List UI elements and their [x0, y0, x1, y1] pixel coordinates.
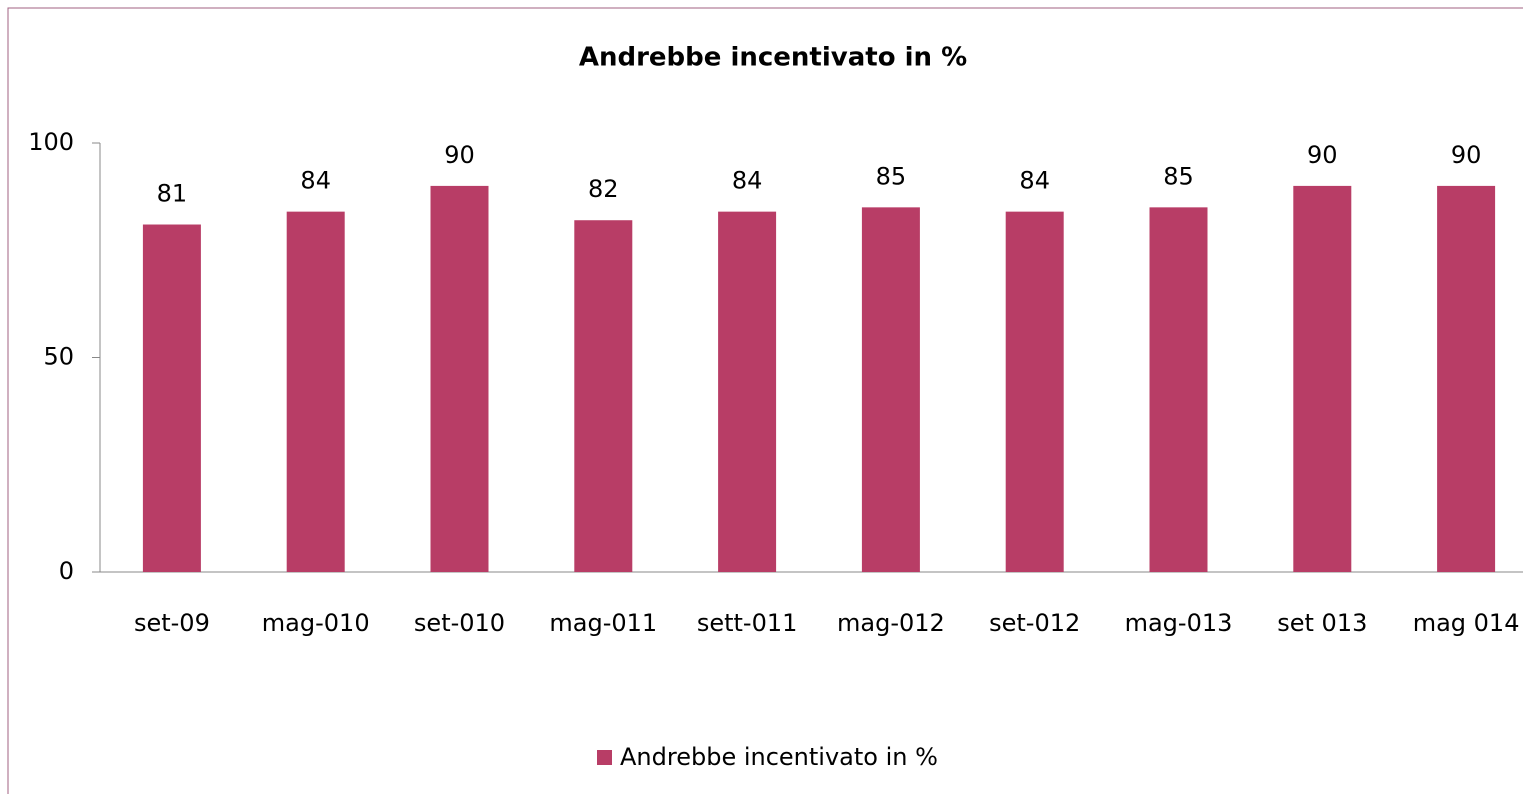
data-label: 90 [444, 141, 475, 169]
data-label: 84 [732, 167, 763, 195]
x-tick-label: mag-012 [837, 609, 945, 637]
y-tick-label: 100 [28, 128, 74, 156]
x-tick-label: set-09 [134, 609, 210, 637]
data-label: 85 [1163, 162, 1194, 190]
bar [1293, 185, 1352, 572]
bar [142, 224, 201, 572]
data-label: 90 [1307, 141, 1338, 169]
data-label: 82 [588, 175, 619, 203]
x-tick-label: set-010 [414, 609, 505, 637]
legend-label: Andrebbe incentivato in % [620, 743, 938, 771]
chart-border [7, 7, 1523, 794]
data-label: 85 [876, 162, 907, 190]
data-label: 90 [1451, 141, 1482, 169]
x-tick-label: set-012 [989, 609, 1080, 637]
x-tick-label: mag 014 [1413, 609, 1520, 637]
bar [718, 211, 777, 572]
x-tick-label: mag-010 [262, 609, 370, 637]
x-tick-label: set 013 [1277, 609, 1367, 637]
bar [1149, 207, 1208, 572]
bar [286, 211, 345, 572]
data-label: 84 [300, 167, 331, 195]
bar [574, 220, 633, 572]
y-tick-label: 50 [43, 343, 74, 371]
data-label: 81 [157, 180, 188, 208]
x-tick-label: mag-013 [1125, 609, 1233, 637]
bar [430, 185, 489, 572]
chart-title: Andrebbe incentivato in % [579, 43, 967, 73]
bar [1437, 185, 1496, 572]
bar [1005, 211, 1064, 572]
x-tick-label: sett-011 [697, 609, 798, 637]
x-tick-label: mag-011 [549, 609, 657, 637]
data-label: 84 [1019, 167, 1050, 195]
bar [861, 207, 920, 572]
y-tick-label: 0 [59, 557, 74, 585]
legend-swatch [597, 750, 612, 765]
